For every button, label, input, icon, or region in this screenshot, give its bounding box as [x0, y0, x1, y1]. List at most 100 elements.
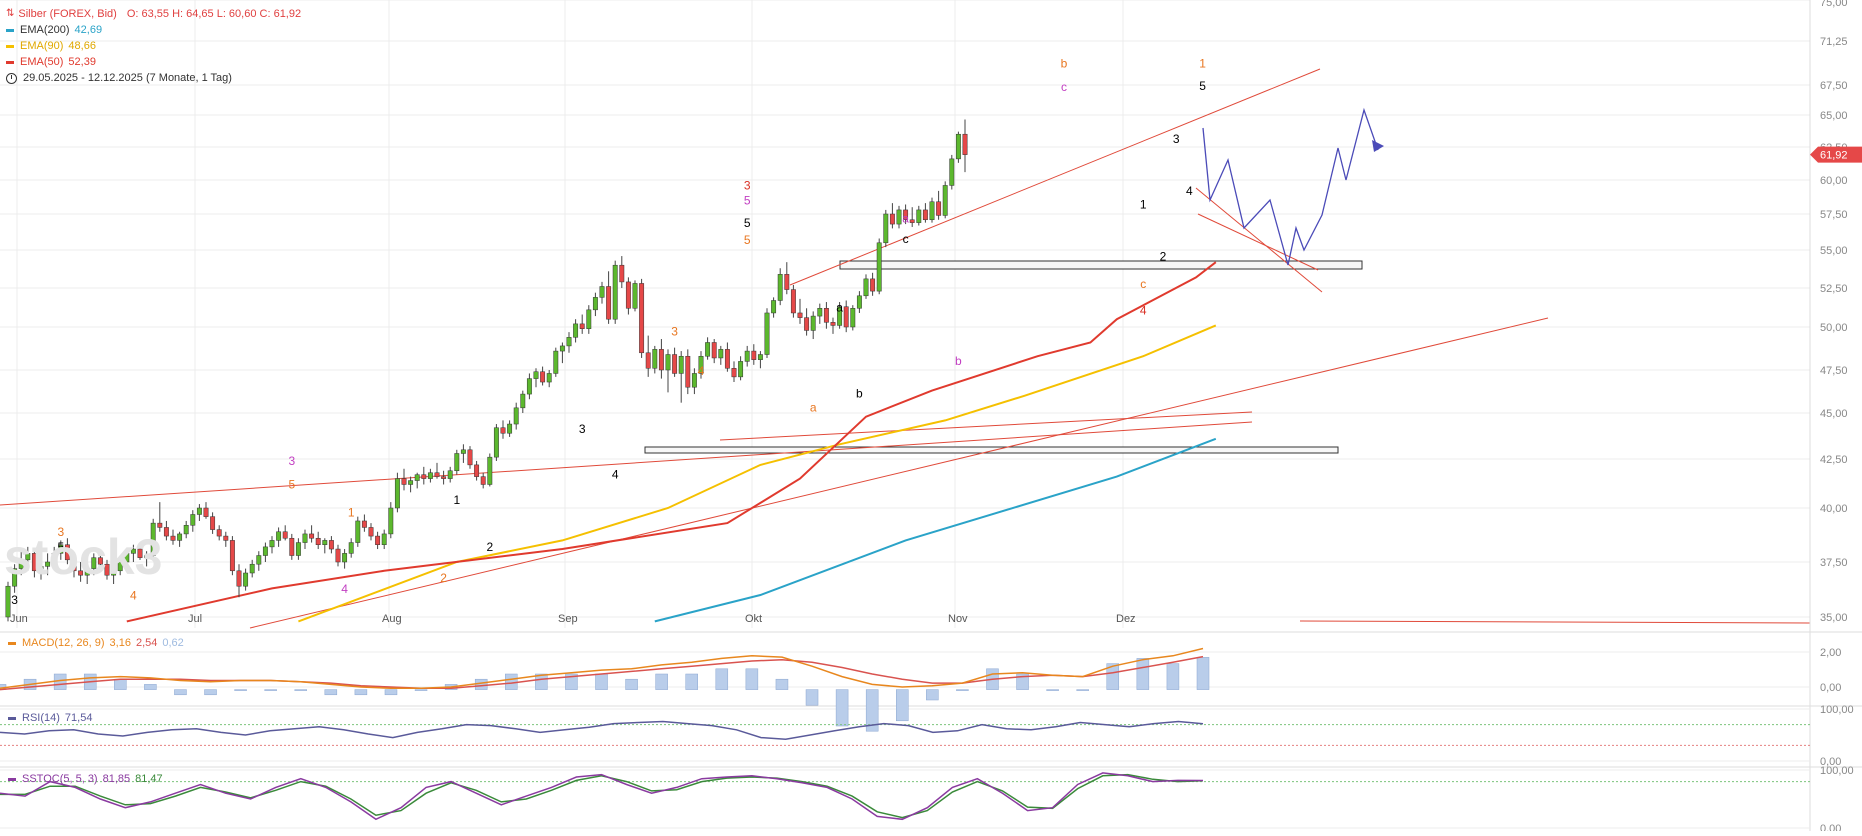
macd-hist-bar [414, 689, 428, 691]
watermark: stock3 [4, 529, 162, 585]
rsi-legend: RSI(14) 71,54 [8, 712, 92, 724]
candle-body [223, 535, 229, 541]
candle [289, 533, 295, 560]
candle [612, 260, 618, 324]
candle-body [401, 478, 407, 485]
candle [12, 564, 18, 593]
candle [322, 538, 328, 554]
wave-label: 4 [1186, 184, 1193, 198]
wave-label: b [955, 354, 962, 368]
wave-label: c [903, 232, 909, 246]
candle [282, 525, 288, 541]
candle-body [500, 427, 506, 434]
candle-body [467, 449, 473, 466]
projection-arrow [1372, 140, 1384, 152]
candle [454, 449, 460, 475]
macd-hist-bar [715, 668, 729, 690]
trend-line [0, 421, 1253, 506]
candle [84, 564, 90, 584]
candle-body [540, 371, 546, 383]
wave-label: 2 [1160, 250, 1167, 264]
ema90-value: 48,66 [68, 40, 96, 52]
candle [566, 332, 572, 353]
trend-line [1195, 187, 1323, 293]
price-axis: 35,00 37,50 40,00 42,50 45,00 47,50 50,00 52,50… [1809, 0, 1848, 831]
sstoc-swatch [8, 777, 16, 781]
candle-body [942, 185, 948, 216]
candle [348, 538, 354, 558]
wave-label: c [1140, 277, 1146, 291]
candle [863, 274, 869, 299]
candle [335, 544, 341, 567]
legend-symbol-row: ⇅ Silber (FOREX, Bid) O: 63,55 H: 64,65 … [6, 6, 301, 22]
candle [361, 514, 367, 532]
candle-body [97, 557, 103, 565]
macd-hist-bar [655, 673, 668, 690]
candle [837, 302, 843, 329]
candle-body [71, 559, 77, 572]
candle-body [546, 373, 552, 383]
candle-body [78, 570, 84, 576]
wave-label: a [902, 212, 909, 226]
candle [183, 520, 189, 539]
candle-body [632, 283, 638, 309]
candle-body [447, 470, 453, 479]
candle [210, 512, 216, 534]
macd-hist-bar [1046, 689, 1059, 691]
legend-ema200: EMA(200) 42,69 [6, 22, 301, 38]
candle-body [427, 472, 433, 479]
candle [724, 342, 730, 372]
candle [625, 277, 631, 315]
main-grid [0, 0, 1810, 628]
candle-body [117, 561, 123, 572]
candle [744, 345, 750, 367]
macd-value: 3,16 [109, 637, 131, 649]
candle [850, 305, 856, 331]
macd-hist-bar [354, 689, 368, 696]
candle [804, 308, 810, 336]
candle-body [256, 555, 262, 565]
candle [269, 536, 275, 554]
candle [764, 308, 770, 358]
macd-hist-bar [775, 678, 789, 690]
candle-body [909, 219, 915, 223]
candle [936, 190, 942, 220]
candle-body [672, 354, 678, 374]
candle [639, 278, 645, 358]
ema90-label: EMA(90) [20, 40, 64, 52]
candle-body [157, 522, 163, 528]
candle [810, 311, 816, 340]
candle-body [949, 158, 955, 186]
candle-body [216, 529, 222, 537]
candle [243, 568, 249, 591]
wave-label: 3 [288, 454, 295, 468]
candle-body [790, 289, 796, 314]
candle [830, 317, 836, 334]
ema50-line [126, 261, 1217, 623]
candle [388, 502, 394, 539]
trend-line [249, 317, 1549, 629]
candle [632, 280, 638, 312]
y-tick-label: 75,00 [1820, 0, 1848, 9]
ema50-swatch [6, 60, 14, 64]
trend-line [1299, 620, 1811, 624]
wave-label: a [836, 300, 843, 314]
candle-body [843, 306, 849, 328]
x-tick-label: Nov [948, 613, 968, 625]
wave-label: 5 [744, 193, 751, 207]
candle-body [243, 572, 249, 587]
candle-body [163, 527, 169, 537]
candle [447, 466, 453, 483]
candle-body [731, 368, 737, 378]
macd-hist-bar [535, 673, 548, 690]
macd-hist-bar [835, 689, 849, 727]
candle [137, 542, 143, 560]
candle [302, 529, 308, 550]
candle-body [771, 300, 777, 314]
candle-body [526, 378, 532, 395]
candle [751, 344, 757, 365]
candle-body [777, 274, 783, 301]
candle [421, 466, 427, 485]
candle [777, 268, 783, 306]
